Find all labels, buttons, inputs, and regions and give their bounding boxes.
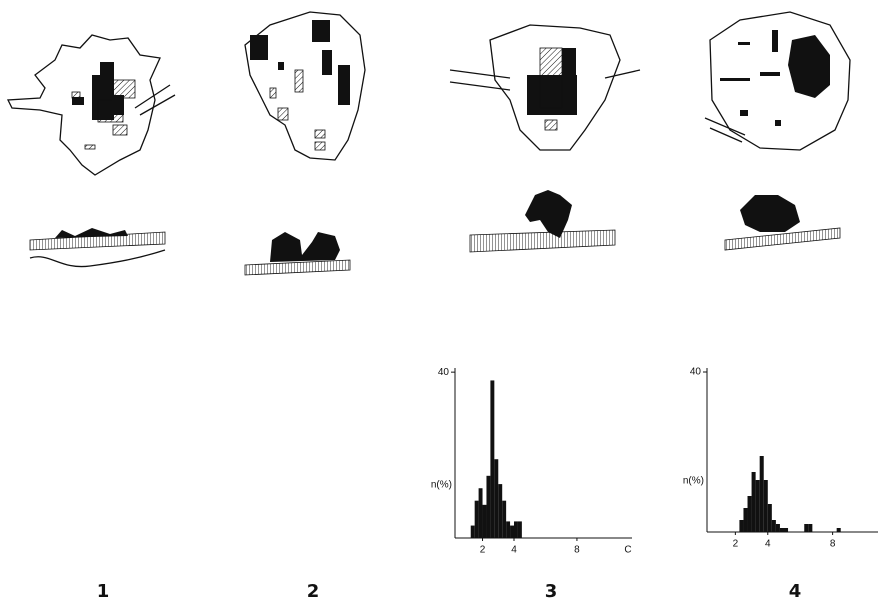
bar — [498, 484, 502, 538]
sketch-3 — [450, 25, 640, 252]
bar — [748, 496, 752, 532]
bar — [776, 524, 780, 532]
sketch-1 — [8, 35, 175, 267]
x-tick-label: 2 — [733, 539, 739, 550]
bar — [743, 508, 747, 532]
panel-label: 4 — [789, 581, 802, 602]
x-axis-label: C — [624, 545, 631, 556]
y-axis-label: n(%) — [431, 480, 452, 491]
bar — [486, 476, 490, 538]
bar — [494, 459, 498, 538]
x-tick-label: 4 — [765, 539, 771, 550]
bar — [514, 521, 518, 538]
x-tick-label: 4 — [511, 545, 517, 556]
bar — [804, 524, 808, 532]
y-axis-label: n(%) — [683, 475, 704, 486]
bar — [483, 505, 487, 538]
bar — [760, 456, 764, 532]
bar — [502, 501, 506, 538]
bar — [772, 520, 776, 532]
bar — [752, 472, 756, 532]
bar — [768, 504, 772, 532]
y-tick-label: 40 — [690, 367, 702, 378]
bar — [510, 526, 514, 538]
bar — [784, 528, 788, 532]
bar — [506, 521, 510, 538]
x-tick-label: 8 — [574, 545, 580, 556]
bar — [764, 480, 768, 532]
panel-label: 1 — [97, 581, 110, 602]
x-tick-label: 2 — [480, 545, 486, 556]
panel-label: 2 — [307, 581, 320, 602]
sketch-4 — [705, 12, 850, 250]
bar — [518, 521, 522, 538]
bar — [837, 528, 841, 532]
sketch-2 — [245, 12, 365, 275]
bar — [808, 524, 812, 532]
bar — [756, 480, 760, 532]
bar — [739, 520, 743, 532]
panel-label: 3 — [545, 581, 558, 602]
figure: 123440248n(%)C40248n(%) — [0, 0, 878, 604]
x-tick-label: 8 — [830, 539, 836, 550]
bar — [490, 380, 494, 538]
bar — [475, 501, 479, 538]
bar — [780, 528, 784, 532]
bar — [479, 488, 483, 538]
bar — [471, 526, 475, 538]
y-tick-label: 40 — [438, 367, 450, 378]
